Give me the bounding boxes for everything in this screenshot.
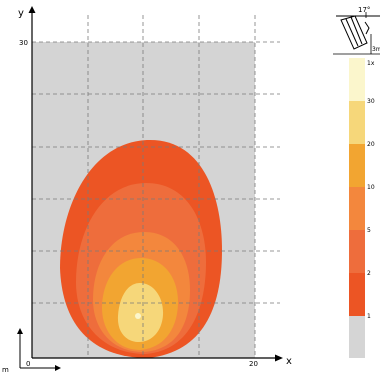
legend: 1x 30 20 10 5 2 1 [349,58,375,358]
grid [32,15,280,358]
mount-height-label: 3m [372,46,380,53]
legend-label: 10 [367,184,375,191]
y-axis-label: y [18,8,24,19]
legend-band [349,316,365,358]
x-axis-label: x [286,356,292,367]
tilt-angle-label: 17° [358,6,370,14]
legend-label: 1 [367,313,371,320]
luminaire-icon [333,12,380,55]
x-axis-arrow [275,354,283,362]
legend-label: 30 [367,98,375,105]
x-tick-20: 20 [249,360,258,368]
legend-band [349,230,365,273]
legend-label: 20 [367,141,375,148]
legend-label: 2 [367,270,371,277]
scale-label: m [2,366,9,372]
scale-arrow-horizontal-head [55,365,61,371]
legend-band [349,144,365,187]
peak-spot [135,313,141,319]
y-axis-arrow [28,6,36,13]
legend-band [349,187,365,230]
contour-band-5 [117,283,164,342]
scale-arrow-vertical-head [17,328,23,334]
legend-band [349,58,365,101]
legend-band [349,101,365,144]
legend-label: 1x [367,60,375,67]
y-tick-30: 30 [19,39,28,47]
legend-band [349,273,365,316]
x-tick-0: 0 [26,360,30,368]
legend-label: 5 [367,227,371,234]
